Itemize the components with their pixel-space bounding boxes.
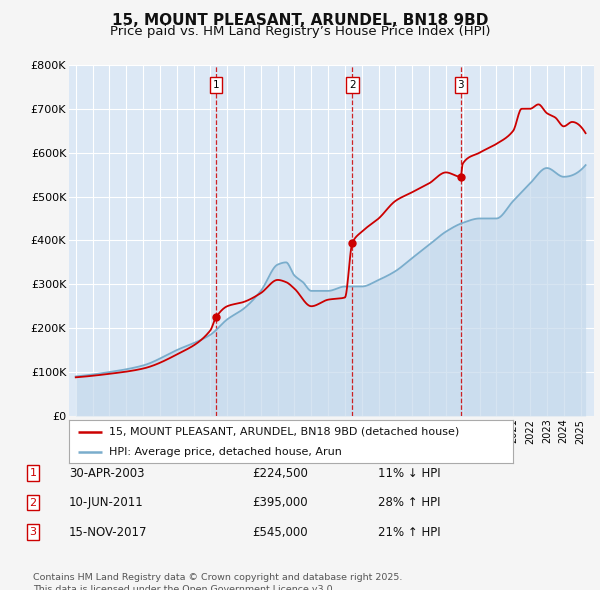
Text: £395,000: £395,000	[252, 496, 308, 509]
Text: 1: 1	[29, 468, 37, 478]
Text: 21% ↑ HPI: 21% ↑ HPI	[378, 526, 440, 539]
Text: 1: 1	[212, 80, 219, 90]
Text: 30-APR-2003: 30-APR-2003	[69, 467, 145, 480]
Text: 3: 3	[457, 80, 464, 90]
Text: 15-NOV-2017: 15-NOV-2017	[69, 526, 148, 539]
Text: 28% ↑ HPI: 28% ↑ HPI	[378, 496, 440, 509]
Text: 2: 2	[349, 80, 356, 90]
Text: 15, MOUNT PLEASANT, ARUNDEL, BN18 9BD: 15, MOUNT PLEASANT, ARUNDEL, BN18 9BD	[112, 13, 488, 28]
Text: Price paid vs. HM Land Registry’s House Price Index (HPI): Price paid vs. HM Land Registry’s House …	[110, 25, 490, 38]
Text: 3: 3	[29, 527, 37, 537]
Text: 15, MOUNT PLEASANT, ARUNDEL, BN18 9BD (detached house): 15, MOUNT PLEASANT, ARUNDEL, BN18 9BD (d…	[109, 427, 459, 437]
Text: £224,500: £224,500	[252, 467, 308, 480]
Text: 2: 2	[29, 498, 37, 507]
Text: Contains HM Land Registry data © Crown copyright and database right 2025.
This d: Contains HM Land Registry data © Crown c…	[33, 573, 403, 590]
Text: £545,000: £545,000	[252, 526, 308, 539]
Text: HPI: Average price, detached house, Arun: HPI: Average price, detached house, Arun	[109, 447, 342, 457]
Text: 10-JUN-2011: 10-JUN-2011	[69, 496, 144, 509]
Text: 11% ↓ HPI: 11% ↓ HPI	[378, 467, 440, 480]
